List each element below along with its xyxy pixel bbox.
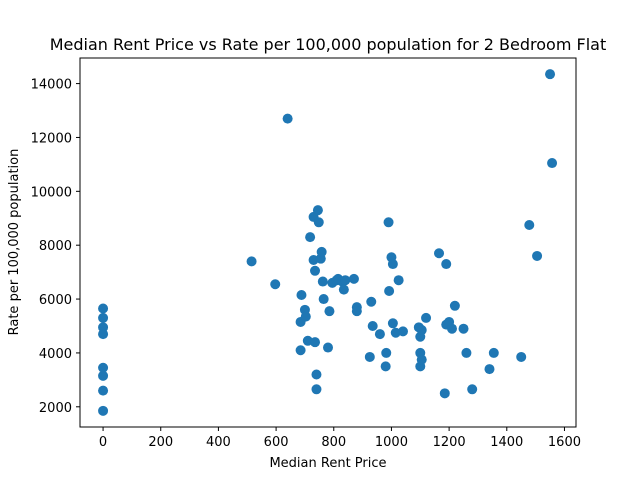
data-point (367, 321, 378, 331)
data-point (484, 364, 495, 375)
x-tick-label: 600 (264, 435, 289, 450)
data-point (348, 273, 359, 284)
plot-area (98, 69, 558, 416)
data-point (323, 342, 333, 353)
data-point (393, 275, 404, 286)
data-point (380, 361, 391, 372)
data-point (316, 246, 327, 257)
y-tick-label: 6000 (39, 293, 72, 308)
data-point (98, 362, 109, 373)
data-point (384, 285, 395, 296)
x-tick-label: 1400 (490, 435, 523, 450)
data-point (311, 369, 322, 380)
y-tick-label: 14000 (31, 78, 72, 93)
x-tick-label: 0 (99, 435, 107, 450)
data-point (98, 385, 109, 396)
data-point (547, 158, 558, 169)
data-point (311, 384, 322, 395)
data-point (416, 354, 427, 365)
y-axis-label: Rate per 100,000 population (7, 149, 22, 336)
data-point (313, 217, 324, 228)
data-point (340, 275, 351, 286)
data-point (312, 205, 323, 216)
data-point (270, 279, 281, 290)
data-point (324, 306, 335, 317)
data-point (305, 232, 316, 243)
data-point (387, 318, 398, 329)
data-point (524, 219, 535, 230)
data-point (296, 290, 307, 301)
data-point (532, 250, 543, 261)
data-point (516, 351, 527, 362)
data-point (318, 294, 329, 305)
x-tick-label: 1600 (548, 435, 581, 450)
axes-frame (79, 57, 577, 428)
data-point (447, 323, 457, 334)
data-point (449, 300, 460, 311)
data-point (434, 248, 445, 259)
data-point (439, 388, 450, 399)
data-point (246, 256, 257, 267)
y-tick-label: 10000 (31, 185, 72, 200)
data-point (416, 325, 427, 336)
data-point (338, 284, 349, 295)
data-point (98, 329, 109, 340)
data-point (488, 347, 499, 358)
data-point (282, 113, 293, 124)
data-point (366, 296, 377, 307)
chart-title: Median Rent Price vs Rate per 100,000 po… (50, 35, 606, 54)
data-point (383, 217, 394, 228)
data-point (387, 259, 398, 270)
x-tick-label: 800 (321, 435, 346, 450)
data-point (300, 311, 311, 322)
data-point (98, 405, 109, 416)
data-point (397, 326, 408, 337)
data-point (295, 345, 306, 356)
y-tick-label: 2000 (39, 401, 72, 416)
data-point (317, 276, 328, 287)
y-tick-label: 8000 (39, 239, 72, 254)
x-axis-label: Median Rent Price (269, 456, 386, 471)
data-point (458, 323, 469, 334)
data-point (421, 312, 432, 323)
y-tick-label: 4000 (39, 347, 72, 362)
data-point (351, 306, 362, 317)
data-point (98, 303, 109, 314)
data-point (310, 337, 321, 348)
data-point (98, 312, 109, 323)
data-point (545, 69, 556, 80)
x-tick-label: 200 (148, 435, 173, 450)
x-tick-label: 400 (206, 435, 231, 450)
data-point (98, 370, 109, 381)
data-point (467, 384, 478, 395)
data-point (441, 259, 452, 270)
data-point (310, 265, 321, 276)
data-point (364, 351, 375, 362)
y-tick-label: 12000 (31, 131, 72, 146)
x-tick-label: 1200 (433, 435, 466, 450)
data-point (461, 347, 472, 358)
data-point (381, 347, 392, 358)
x-tick-label: 1000 (375, 435, 408, 450)
data-point (374, 329, 385, 340)
